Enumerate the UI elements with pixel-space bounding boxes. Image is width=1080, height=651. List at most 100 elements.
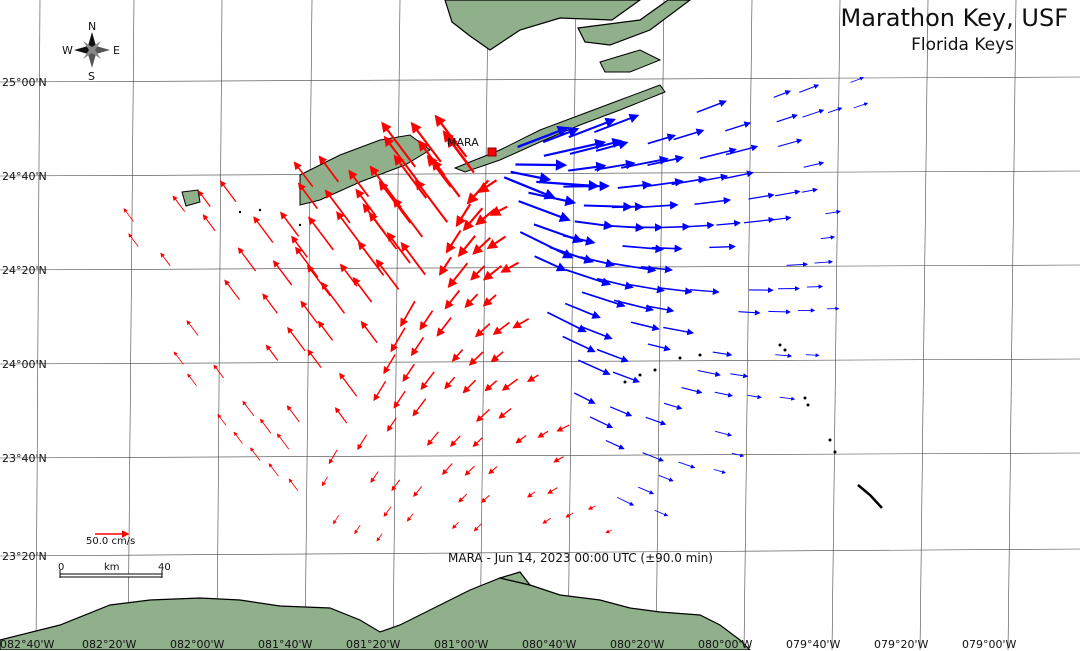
current-vector-red (371, 167, 401, 207)
current-vector-blue (511, 172, 549, 180)
current-vector-red (199, 191, 210, 206)
current-vector-red (543, 518, 551, 523)
current-vector-red (482, 495, 490, 502)
current-vector-red (261, 419, 271, 433)
current-vector-blue (689, 225, 714, 227)
longitude-label: 079°00'W (962, 638, 1016, 651)
current-vector-blue (612, 207, 642, 208)
current-vector-blue (563, 186, 608, 187)
current-vector-red (287, 406, 299, 422)
current-vector-red (464, 380, 476, 392)
current-vector-blue (775, 191, 799, 195)
current-vector-red (377, 534, 382, 541)
current-vector-blue (563, 337, 595, 352)
current-vector-red (354, 278, 372, 302)
current-vector-blue (613, 372, 639, 382)
current-vector-blue (697, 101, 726, 112)
current-vector-blue (828, 108, 841, 113)
current-vector-blue (749, 195, 774, 199)
current-vector-red (364, 205, 385, 233)
current-vector-blue (659, 475, 673, 480)
current-vector-red (187, 321, 198, 336)
land-islet-long (858, 485, 882, 508)
current-vector-red (416, 181, 447, 222)
current-vector-red (440, 257, 451, 274)
current-vector-red (173, 196, 185, 211)
current-vector-blue (854, 103, 868, 108)
current-vector-red (336, 408, 347, 423)
current-vector-blue (631, 322, 658, 329)
station-marker (488, 148, 496, 156)
scale-unit-label: km (104, 562, 120, 573)
current-vector-blue (652, 248, 681, 249)
current-vector-red (453, 350, 463, 361)
current-vector-blue (580, 257, 613, 265)
current-vector-blue (802, 189, 817, 192)
current-vector-blue (664, 403, 681, 408)
current-vector-red (374, 381, 385, 400)
map-subtitle: Florida Keys (911, 35, 1014, 55)
current-vector-red (589, 506, 596, 509)
current-vector-red (384, 355, 395, 374)
current-vector-red (414, 486, 422, 496)
current-vector-red (340, 374, 357, 396)
current-vector-red (402, 243, 426, 274)
current-vector-red (488, 237, 505, 249)
current-vector-red (395, 156, 426, 198)
current-vector-blue (674, 131, 703, 140)
latitude-label: 24°00'N (2, 358, 47, 371)
current-vector-blue (821, 237, 835, 239)
current-vector-blue (725, 173, 753, 179)
current-vector-red (492, 352, 504, 362)
current-vector-red (558, 425, 570, 431)
current-vector-blue (695, 200, 730, 204)
current-vector-red (288, 328, 305, 351)
current-vector-red (333, 515, 338, 524)
current-vector-blue (778, 140, 801, 147)
current-vector-red (203, 215, 215, 231)
current-vector-blue (678, 462, 694, 468)
current-vector-red (337, 213, 359, 242)
current-vector-blue (655, 510, 668, 516)
current-vector-blue (799, 85, 818, 92)
current-vector-red (474, 524, 481, 531)
current-vector-red (447, 231, 461, 252)
longitude-label: 081°40'W (258, 638, 312, 651)
current-vector-blue (709, 247, 734, 248)
current-vector-red (453, 522, 459, 528)
compass-north: N (88, 20, 96, 33)
current-vector-red (445, 377, 455, 388)
current-vector-blue (638, 487, 653, 493)
current-vector-red (443, 464, 453, 475)
current-vector-red (289, 479, 298, 490)
longitude-label: 080°00'W (698, 638, 752, 651)
current-vector-red (457, 204, 470, 225)
current-vector-red (322, 283, 345, 313)
latitude-label: 23°20'N (2, 550, 47, 563)
current-vector-blue (504, 177, 554, 197)
current-vector-red (554, 457, 563, 462)
current-vector-blue (804, 163, 823, 168)
current-vector-blue (777, 115, 797, 122)
current-vector-blue (725, 123, 750, 131)
compass-rose-icon (74, 32, 110, 68)
current-vector-blue (640, 205, 677, 207)
current-vector-blue (815, 262, 833, 263)
land-florida (445, 0, 690, 50)
scale-min-label: 0 (58, 562, 64, 573)
current-vector-red (243, 401, 254, 416)
compass-east: E (113, 44, 120, 57)
current-vector-blue (597, 279, 632, 288)
current-vector-blue (563, 236, 594, 243)
scale-max-label: 40 (158, 562, 171, 573)
current-vector-blue (714, 469, 725, 472)
current-vector-red (214, 365, 224, 378)
current-vector-red (234, 432, 242, 443)
current-vector-blue (775, 355, 791, 356)
current-vector-red (476, 324, 490, 337)
current-vector-blue (547, 312, 585, 331)
current-vector-red (503, 379, 518, 390)
current-vector-red (281, 213, 299, 237)
current-vector-red (459, 494, 467, 502)
current-vector-red (267, 345, 278, 360)
